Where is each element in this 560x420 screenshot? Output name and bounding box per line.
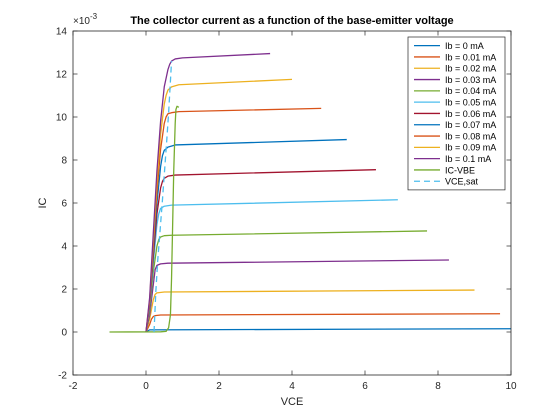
x-tick-label: 6 <box>362 381 368 392</box>
x-tick-label: 10 <box>505 381 517 392</box>
legend-label-4: Ib = 0.04 mA <box>445 86 496 96</box>
series-line-11 <box>109 105 180 333</box>
legend-label-9: Ib = 0.09 mA <box>445 143 496 153</box>
y-axis-label: IC <box>37 197 49 208</box>
y-tick-label: -2 <box>58 371 67 382</box>
legend-label-2: Ib = 0.02 mA <box>445 64 496 74</box>
x-tick-label: 2 <box>216 381 222 392</box>
legend-label-3: Ib = 0.03 mA <box>445 75 496 85</box>
x-tick-label: 0 <box>143 381 149 392</box>
series-line-12 <box>153 61 173 333</box>
x-tick-label: 4 <box>289 381 295 392</box>
y-tick-label: 6 <box>61 199 67 210</box>
legend-label-8: Ib = 0.08 mA <box>445 131 496 141</box>
x-axis-label: VCE <box>281 396 304 408</box>
chart-title: The collector current as a function of t… <box>130 15 453 27</box>
y-tick-label: 4 <box>61 242 67 253</box>
y-tick-label: 0 <box>61 328 67 339</box>
y-tick-label: 14 <box>56 27 68 38</box>
y-exponent-label: ×10-3 <box>73 12 98 27</box>
y-exponent-base: ×10 <box>73 16 90 27</box>
y-exponent-power: -3 <box>90 12 98 21</box>
y-tick-label: 10 <box>56 113 68 124</box>
legend-label-7: Ib = 0.07 mA <box>445 120 496 130</box>
legend-label-6: Ib = 0.06 mA <box>445 109 496 119</box>
legend-label-12: VCE,sat <box>445 177 479 187</box>
y-tick-label: 12 <box>56 70 68 81</box>
x-tick-label: -2 <box>69 381 78 392</box>
series-line-2 <box>145 289 475 333</box>
legend-label-1: Ib = 0.01 mA <box>445 52 496 62</box>
plot-area: -2 0 2 4 6 8 10 -2 0 2 4 6 8 10 12 14 ×10-3 The collector… <box>37 12 517 408</box>
series-lines <box>109 52 511 333</box>
y-tick-label: 2 <box>61 285 67 296</box>
legend-label-0: Ib = 0 mA <box>445 41 484 51</box>
legend-label-5: Ib = 0.05 mA <box>445 97 496 107</box>
x-tick-label: 8 <box>435 381 441 392</box>
series-line-10 <box>145 52 271 333</box>
legend-label-10: Ib = 0.1 mA <box>445 154 491 164</box>
legend-label-11: IC-VBE <box>445 165 475 175</box>
series-line-1 <box>145 313 501 333</box>
y-tick-label: 8 <box>61 156 67 167</box>
